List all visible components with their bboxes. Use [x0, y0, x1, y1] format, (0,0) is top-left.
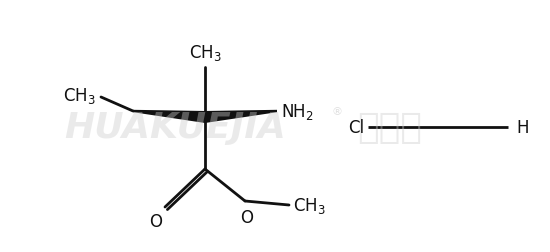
Polygon shape — [133, 110, 205, 123]
Text: H: H — [516, 118, 529, 137]
Text: ®: ® — [332, 107, 343, 116]
Polygon shape — [205, 110, 277, 123]
Text: CH$_3$: CH$_3$ — [63, 86, 96, 106]
Text: O: O — [150, 212, 162, 230]
Text: Cl: Cl — [348, 118, 364, 137]
Text: HUAKUEJIA: HUAKUEJIA — [64, 111, 286, 144]
Text: O: O — [240, 208, 254, 226]
Text: 化学加: 化学加 — [358, 111, 422, 144]
Text: NH$_2$: NH$_2$ — [281, 102, 314, 121]
Text: CH$_3$: CH$_3$ — [293, 195, 326, 215]
Text: CH$_3$: CH$_3$ — [189, 43, 222, 63]
